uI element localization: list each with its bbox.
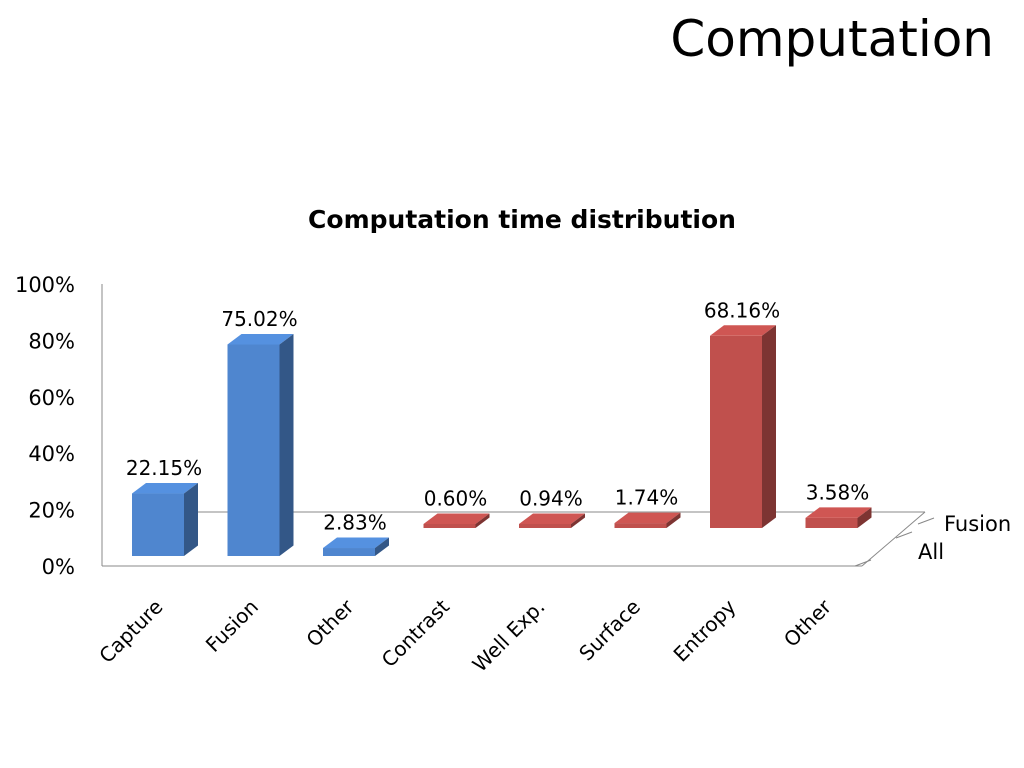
bar (614, 523, 667, 528)
chart-bars (132, 325, 872, 556)
bar-top (710, 325, 776, 336)
y-tick-label: 60% (28, 386, 75, 410)
bar-top (805, 507, 872, 518)
x-tick-label: Fusion (201, 595, 263, 657)
data-label: 68.16% (704, 298, 780, 322)
bar (710, 335, 762, 528)
data-label: 75.02% (221, 307, 297, 331)
chart-title: Computation time distribution (308, 205, 736, 234)
data-label: 22.15% (126, 456, 202, 480)
bar-side (279, 333, 294, 556)
floor-right-edge (861, 511, 926, 567)
bar-top (227, 333, 294, 345)
depth-tick (854, 559, 872, 567)
bar-top (132, 483, 198, 494)
bar (227, 344, 280, 556)
x-tick-label: Capture (94, 595, 167, 668)
slide-title: Computation (670, 10, 994, 68)
y-tick-label: 40% (28, 442, 75, 466)
bar-side (666, 512, 681, 528)
data-label: 1.74% (615, 486, 679, 510)
y-tick-label: 0% (42, 555, 75, 579)
data-label: 3.58% (806, 480, 870, 504)
y-tick-label: 100% (15, 273, 75, 297)
data-label: 0.94% (519, 487, 583, 511)
bar (423, 524, 476, 528)
bar-side (762, 325, 776, 528)
bar-side (184, 483, 198, 556)
y-tick-label: 20% (28, 499, 75, 523)
x-tick-label: Surface (574, 595, 645, 666)
x-tick-label: Well Exp. (468, 595, 550, 677)
x-tick-label: Other (779, 594, 837, 652)
bar (323, 548, 375, 556)
series-label-all: All (918, 540, 944, 564)
y-tick-label: 80% (28, 329, 75, 353)
x-tick-label: Other (301, 594, 359, 652)
bar-top (323, 537, 389, 549)
bar-side (571, 513, 585, 528)
x-tick-label: Entropy (669, 594, 741, 666)
bar-top (614, 512, 681, 524)
series-label-fusion: Fusion (944, 512, 1011, 536)
bar-top (519, 513, 585, 524)
depth-tick (895, 531, 913, 539)
depth-tick (917, 517, 935, 525)
bar-side (375, 537, 389, 556)
bar (519, 524, 571, 528)
bar (132, 493, 184, 556)
bar-side (475, 513, 490, 528)
bar-top (423, 513, 490, 524)
bar-side (857, 507, 872, 528)
data-label: 0.60% (424, 487, 488, 511)
data-label: 2.83% (323, 511, 387, 535)
bar (805, 517, 858, 528)
x-tick-label: Contrast (377, 594, 455, 672)
